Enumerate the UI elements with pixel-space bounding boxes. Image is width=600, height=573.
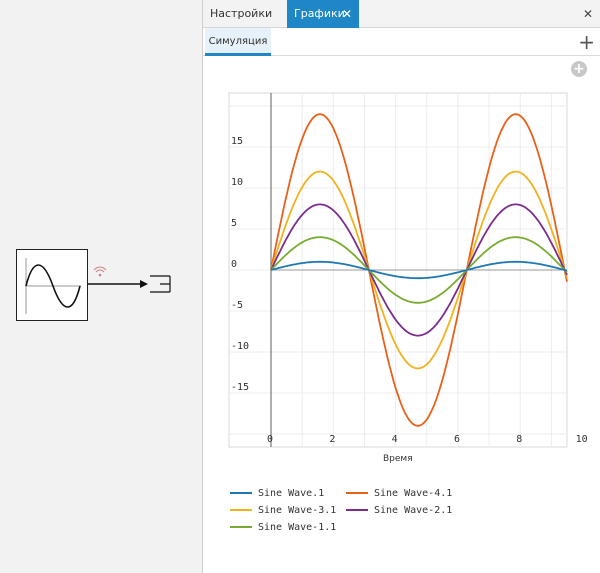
model-canvas[interactable] (0, 0, 202, 573)
plot-tab-bar: Симуляция + (203, 28, 600, 56)
y-tick-label: 15 (231, 136, 243, 147)
legend-swatch (230, 526, 252, 528)
y-tick-label: -5 (231, 300, 243, 311)
tab-charts[interactable]: Графики ✕ (287, 0, 359, 28)
legend-label: Sine Wave.1 (258, 488, 325, 499)
x-tick-label: 8 (516, 434, 522, 445)
series-line[interactable] (270, 170, 568, 370)
x-tick-label: 6 (454, 434, 460, 445)
signal-line[interactable] (88, 274, 178, 298)
y-tick-label: 10 (231, 177, 243, 188)
close-panel-icon[interactable]: ✕ (582, 7, 593, 21)
signal-logging-icon (93, 266, 107, 277)
x-tick-label: 2 (329, 434, 335, 445)
legend-swatch (346, 509, 368, 511)
legend-label: Sine Wave-3.1 (258, 505, 337, 516)
charts-panel: Настройки Графики ✕ ✕ Симуляция + + 15 10… (202, 0, 600, 573)
legend-swatch (230, 492, 252, 494)
legend-item[interactable]: Sine Wave-2.1 (346, 504, 452, 518)
tab-simulation[interactable]: Симуляция (205, 28, 271, 56)
add-circle-icon[interactable]: + (571, 61, 587, 77)
sine-wave-icon (25, 258, 81, 314)
series-line[interactable] (270, 203, 568, 337)
y-tick-label: 0 (231, 259, 237, 270)
x-tick-label: 0 (267, 434, 273, 445)
x-tick-label: 4 (392, 434, 398, 445)
y-tick-label: -10 (231, 341, 249, 352)
legend-item[interactable]: Sine Wave-1.1 (230, 521, 336, 535)
x-axis-label: Время (383, 454, 413, 464)
legend-label: Sine Wave-4.1 (374, 488, 453, 499)
tab-bar: Настройки Графики ✕ ✕ (203, 0, 600, 28)
tab-settings-label: Настройки (210, 7, 273, 20)
legend-label: Sine Wave-2.1 (374, 505, 453, 516)
line-chart[interactable]: 15 10 5 0 -5 -10 -15 0 2 4 6 8 10 Время (203, 56, 600, 476)
close-tab-icon[interactable]: ✕ (341, 7, 352, 21)
legend-swatch (346, 492, 368, 494)
legend-item[interactable]: Sine Wave-3.1 (230, 504, 336, 518)
x-tick-label: 10 (576, 434, 588, 445)
series-line[interactable] (270, 113, 568, 427)
y-tick-label: 5 (231, 218, 237, 229)
y-tick-label: -15 (231, 382, 249, 393)
series-line[interactable] (270, 260, 568, 280)
legend-label: Sine Wave-1.1 (258, 522, 337, 533)
tab-settings[interactable]: Настройки (203, 0, 287, 28)
tab-charts-label: Графики (294, 7, 345, 20)
sine-wave-block[interactable] (16, 249, 88, 321)
series-line[interactable] (270, 236, 568, 304)
legend-item[interactable]: Sine Wave-4.1 (346, 487, 452, 501)
add-plot-icon[interactable]: + (578, 30, 595, 54)
legend-item[interactable]: Sine Wave.1 (230, 487, 324, 501)
legend-swatch (230, 509, 252, 511)
